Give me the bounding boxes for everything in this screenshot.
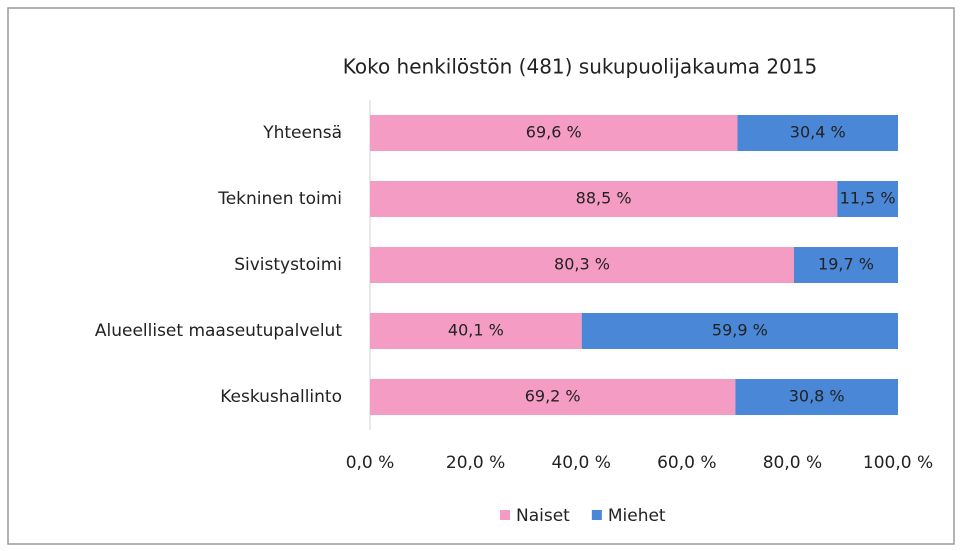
bar-segment (370, 313, 582, 349)
bar-segment (735, 379, 898, 415)
bar-segment (793, 247, 898, 283)
data-label: 69,6 % (526, 123, 582, 142)
y-tick-label: Tekninen toimi (217, 189, 342, 209)
y-tick-label: Keskushallinto (220, 387, 342, 407)
x-tick-label: 80,0 % (763, 453, 822, 473)
bar-segment (370, 247, 794, 283)
chart-title: Koko henkilöstön (481) sukupuolijakauma … (343, 55, 818, 79)
bar-segment (370, 379, 736, 415)
legend-swatch (591, 510, 602, 520)
data-label: 88,5 % (576, 189, 632, 208)
data-label: 30,8 % (789, 387, 845, 406)
bar-segment (581, 313, 898, 349)
y-tick-label: Yhteensä (262, 123, 342, 143)
data-label: 19,7 % (818, 255, 874, 274)
data-label: 59,9 % (712, 321, 768, 340)
bar-segment (370, 115, 738, 151)
legend-label: Miehet (608, 506, 666, 526)
data-label: 80,3 % (554, 255, 610, 274)
legend-swatch (500, 510, 510, 520)
x-tick-label: 40,0 % (551, 453, 610, 473)
y-tick-label: Alueelliset maaseutupalvelut (95, 321, 342, 341)
y-tick-label: Sivistystoimi (234, 255, 342, 275)
x-tick-label: 100,0 % (863, 453, 933, 473)
data-label: 11,5 % (840, 189, 896, 208)
data-label: 30,4 % (790, 123, 846, 142)
bar-segment (370, 181, 838, 217)
legend-label: Naiset (516, 506, 570, 526)
x-tick-label: 0,0 % (346, 453, 395, 473)
x-tick-label: 60,0 % (657, 453, 716, 473)
data-label: 69,2 % (525, 387, 581, 406)
bar-segment (837, 181, 898, 217)
x-tick-label: 20,0 % (446, 453, 505, 473)
bar-segment (737, 115, 898, 151)
data-label: 40,1 % (448, 321, 504, 340)
